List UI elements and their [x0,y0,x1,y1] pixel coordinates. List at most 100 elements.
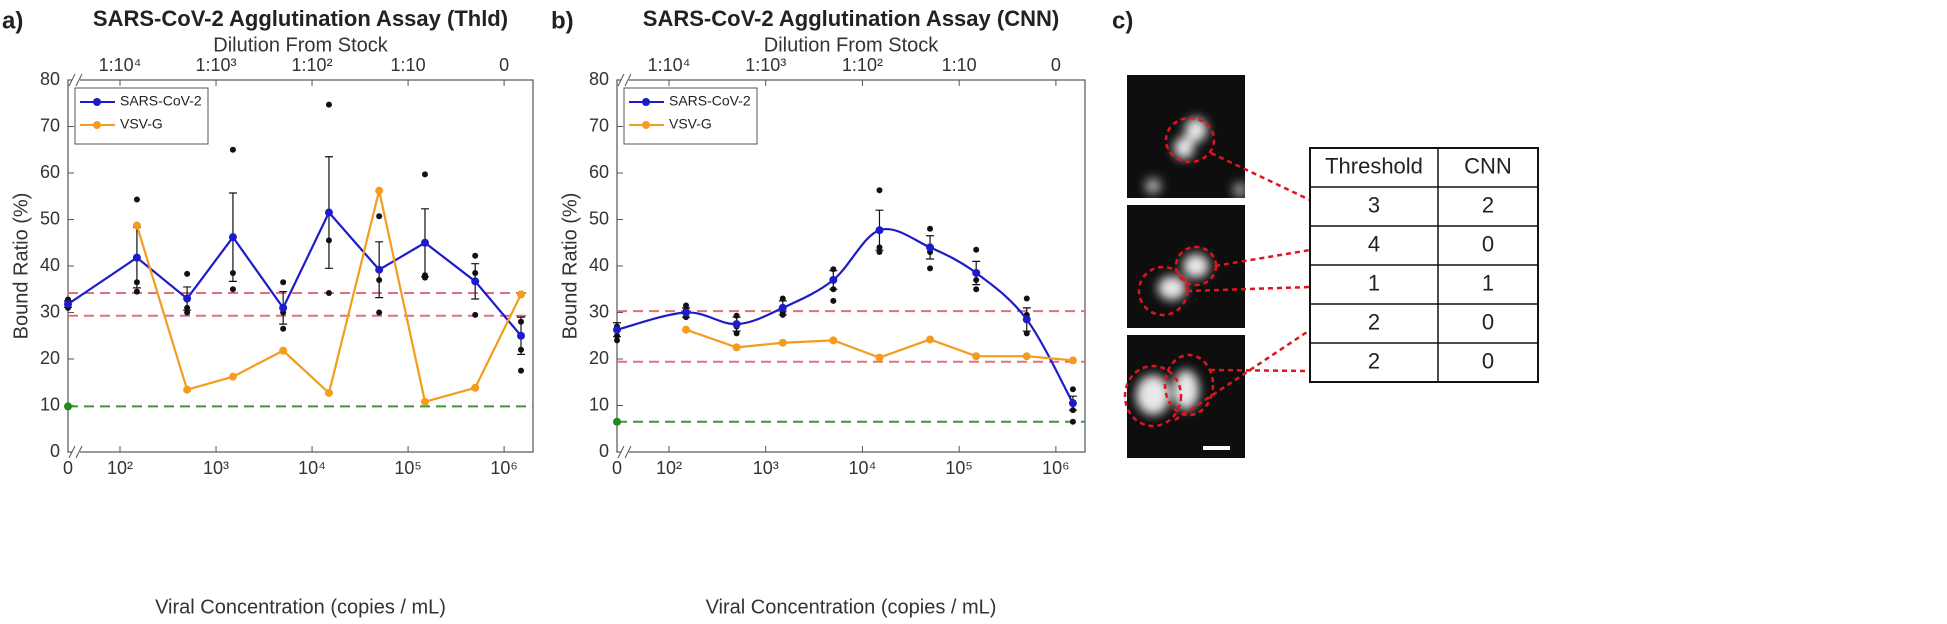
y-tick-label: 80 [589,69,609,89]
data-point [64,300,72,309]
data-point [778,303,787,312]
x2-tick-label: 1:10² [292,55,333,75]
y-tick-label: 70 [589,115,609,135]
replicate-dot [376,213,383,220]
data-point [324,388,333,397]
replicate-dot [1069,418,1076,425]
chart: b) SARS-CoV-2 Agglutination Assay (CNN) Di… [551,6,1086,618]
panel-label: b) [551,7,574,34]
data-point [778,338,787,347]
x-tick-label: 10² [107,458,133,478]
panel-label: a) [2,7,23,34]
replicate-dot [733,330,740,337]
x2-axis-label: Dilution From Stock [764,34,939,56]
y-tick-label: 80 [40,69,60,89]
x-tick-label: 10² [656,458,682,478]
replicate-dot [927,265,934,272]
replicate-dot [472,311,479,318]
data-point [732,320,741,329]
x-tick-label: 10⁴ [849,458,877,478]
y-tick-label: 50 [589,208,609,228]
table-cell: 4 [1368,231,1380,256]
y-tick-label: 10 [589,394,609,414]
replicate-dot [472,252,479,259]
replicate-dot [614,337,620,344]
data-point [279,303,288,312]
table-header: Threshold [1325,153,1423,178]
data-point [1022,315,1031,324]
y-tick-label: 30 [40,301,60,321]
replicate-dot [280,325,287,332]
table-cell: 1 [1482,270,1494,295]
data-point [183,294,192,303]
replicate-dot [830,297,837,304]
replicate-dot [1023,295,1030,302]
data-point [1068,399,1077,408]
x-tick-label: 10³ [203,458,229,478]
panel-label: c) [1112,7,1133,34]
replicate-dot [280,279,287,286]
x-tick-label: 10⁵ [945,458,972,478]
table-cell: 1 [1368,270,1380,295]
legend-box [74,87,209,145]
replicate-dot [518,367,525,374]
x-tick-label: 10⁴ [298,458,326,478]
x2-tick-label: 1:10 [391,55,426,75]
control-point [64,402,72,411]
replicate-dot [779,295,786,302]
legend-label: SARS-CoV-2 [120,93,202,109]
x2-tick-label: 1:10³ [745,55,786,75]
legend-box [623,87,758,145]
data-point [875,226,884,235]
data-point [682,308,691,317]
y-axis-label: Bound Ratio (%) [559,193,581,340]
data-point [972,268,981,277]
data-point [183,385,192,394]
data-point [732,343,741,352]
table-cell: 2 [1368,348,1380,373]
table-cell: 3 [1368,192,1380,217]
replicate-dot [184,309,191,316]
data-point [324,208,333,217]
data-point [375,265,384,274]
panel-c: c) [1112,7,1539,458]
y-tick-label: 20 [589,348,609,368]
axis-break [68,73,83,87]
annotation [1123,116,1311,428]
replicate-dot [927,225,934,232]
legend-swatch [93,98,101,106]
y-tick-label: 0 [50,441,60,461]
data-point [228,233,237,242]
x2-tick-label: 1:10 [942,55,977,75]
y-tick-label: 30 [589,301,609,321]
replicate-dot [973,286,980,293]
x-tick-label: 0 [612,458,622,478]
replicate-dot [229,146,236,153]
data-point [420,238,429,247]
x2-tick-label: 0 [1051,55,1061,75]
replicate-dot [421,171,428,178]
legend-label: VSV-G [669,116,712,132]
axis-break [621,77,629,83]
replicate-dot [184,270,191,277]
y-tick-label: 50 [40,208,60,228]
x2-tick-label: 0 [499,55,509,75]
data-point [420,397,429,406]
data-point [517,290,526,299]
data-point [613,325,621,334]
x2-axis-label: Dilution From Stock [213,34,388,56]
replicate-dot [325,101,332,108]
replicate-dot [133,288,140,295]
replicate-dot [1069,386,1076,393]
control-point [613,417,621,426]
micrograph [1127,205,1245,328]
x-axis-label: Viral Concentration (copies / mL) [706,596,997,618]
y-tick-label: 60 [40,162,60,182]
replicate-dot [683,302,690,309]
chart-title: SARS-CoV-2 Agglutination Assay (Thld) [93,6,508,31]
data-point [279,346,288,355]
data-point [1022,352,1031,361]
x-tick-label: 10⁶ [1042,458,1069,478]
axis-break [621,449,629,455]
table-cell: 0 [1482,231,1494,256]
